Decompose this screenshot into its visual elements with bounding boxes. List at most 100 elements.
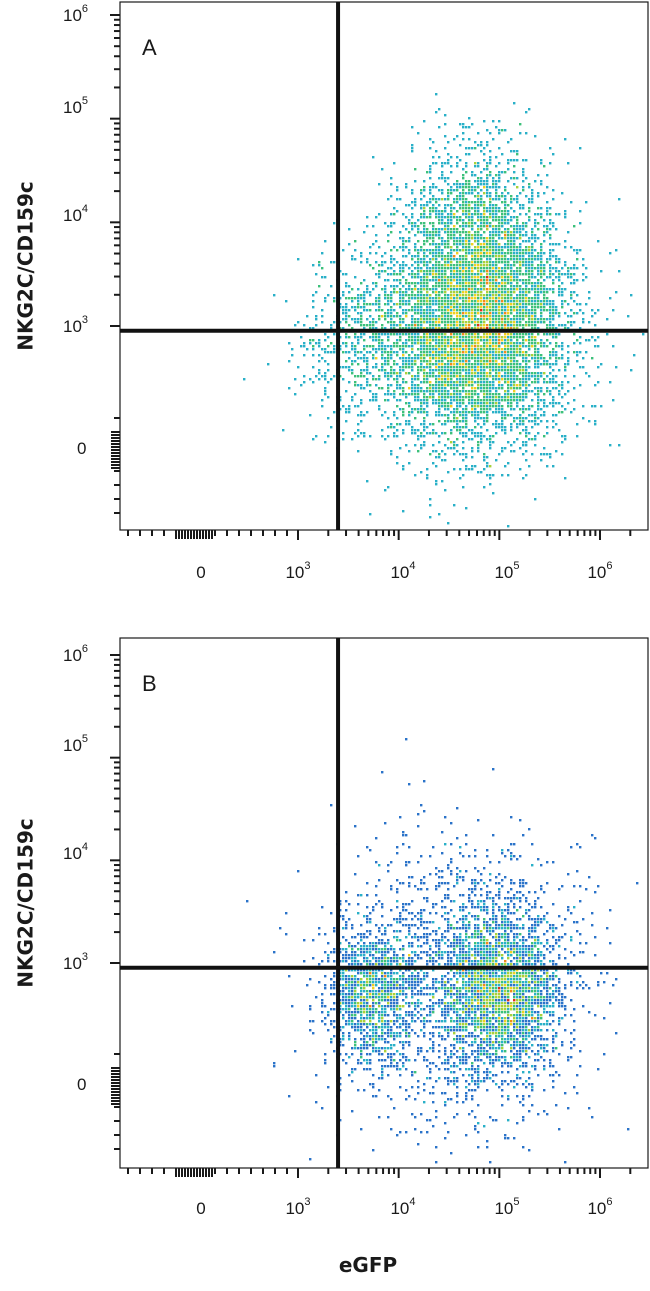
event-dot <box>543 300 546 303</box>
event-dot <box>375 303 378 306</box>
event-dot <box>483 453 486 456</box>
event-dot <box>348 366 351 369</box>
event-dot <box>420 324 423 327</box>
event-dot <box>489 201 492 204</box>
event-dot <box>354 432 357 435</box>
event-dot <box>441 321 444 324</box>
event-dot <box>438 405 441 408</box>
event-dot <box>453 372 456 375</box>
event-dot <box>579 384 582 387</box>
event-dot <box>474 276 477 279</box>
event-dot <box>408 363 411 366</box>
event-dot <box>327 960 330 963</box>
event-dot <box>402 366 405 369</box>
event-dot <box>516 216 519 219</box>
event-dot <box>333 411 336 414</box>
event-dot <box>492 351 495 354</box>
event-dot <box>462 213 465 216</box>
event-dot <box>390 1032 393 1035</box>
event-dot <box>522 288 525 291</box>
event-dot <box>435 411 438 414</box>
event-dot <box>501 375 504 378</box>
event-dot <box>423 315 426 318</box>
event-dot <box>423 426 426 429</box>
event-dot <box>387 981 390 984</box>
event-dot <box>543 411 546 414</box>
event-dot <box>435 282 438 285</box>
event-dot <box>462 327 465 330</box>
event-dot <box>495 156 498 159</box>
event-dot <box>420 408 423 411</box>
event-dot <box>429 384 432 387</box>
event-dot <box>531 255 534 258</box>
event-dot <box>480 150 483 153</box>
event-dot <box>309 327 312 330</box>
event-dot <box>450 384 453 387</box>
event-dot <box>468 186 471 189</box>
event-dot <box>549 276 552 279</box>
event-dot <box>387 1065 390 1068</box>
event-dot <box>438 108 441 111</box>
event-dot <box>486 384 489 387</box>
event-dot <box>426 234 429 237</box>
event-dot <box>531 375 534 378</box>
event-dot <box>372 345 375 348</box>
event-dot <box>432 243 435 246</box>
event-dot <box>372 984 375 987</box>
event-dot <box>522 180 525 183</box>
event-dot <box>510 402 513 405</box>
event-dot <box>384 363 387 366</box>
event-dot <box>417 342 420 345</box>
event-dot <box>444 423 447 426</box>
event-dot <box>450 228 453 231</box>
event-dot <box>339 984 342 987</box>
event-dot <box>402 309 405 312</box>
event-dot <box>486 315 489 318</box>
event-dot <box>363 945 366 948</box>
event-dot <box>435 381 438 384</box>
event-dot <box>453 345 456 348</box>
event-dot <box>495 258 498 261</box>
event-dot <box>426 216 429 219</box>
event-dot <box>408 219 411 222</box>
event-dot <box>357 1029 360 1032</box>
event-dot <box>402 510 405 513</box>
event-dot <box>387 1023 390 1026</box>
event-dot <box>459 360 462 363</box>
event-dot <box>483 402 486 405</box>
event-dot <box>468 375 471 378</box>
event-dot <box>393 372 396 375</box>
event-dot <box>495 225 498 228</box>
event-dot <box>405 303 408 306</box>
event-dot <box>456 180 459 183</box>
event-dot <box>453 321 456 324</box>
event-dot <box>363 387 366 390</box>
event-dot <box>447 153 450 156</box>
event-dot <box>534 297 537 300</box>
event-dot <box>549 162 552 165</box>
event-dot <box>459 243 462 246</box>
event-dot <box>489 225 492 228</box>
event-dot <box>372 288 375 291</box>
event-dot <box>453 318 456 321</box>
event-dot <box>471 225 474 228</box>
event-dot <box>597 381 600 384</box>
event-dot <box>531 297 534 300</box>
event-dot <box>489 258 492 261</box>
event-dot <box>399 393 402 396</box>
event-dot <box>429 336 432 339</box>
event-dot <box>360 414 363 417</box>
event-dot <box>375 240 378 243</box>
event-dot <box>393 411 396 414</box>
event-dot <box>333 1035 336 1038</box>
event-dot <box>357 981 360 984</box>
event-dot <box>408 237 411 240</box>
event-dot <box>435 228 438 231</box>
event-dot <box>390 1002 393 1005</box>
event-dot <box>372 987 375 990</box>
event-dot <box>450 264 453 267</box>
event-dot <box>510 225 513 228</box>
event-dot <box>501 423 504 426</box>
event-dot <box>450 231 453 234</box>
event-dot <box>465 165 468 168</box>
